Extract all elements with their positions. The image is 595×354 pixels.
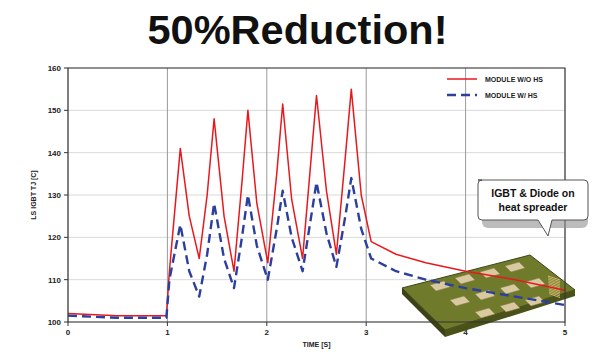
- annotation-line: heat spreader: [499, 201, 568, 213]
- legend-swatch: [447, 78, 477, 80]
- grid-line: [68, 237, 565, 238]
- tick: [68, 322, 69, 326]
- tick: [64, 279, 68, 280]
- tick-label: 100: [48, 318, 62, 327]
- tick-label: 140: [48, 149, 62, 158]
- tick-label: 120: [48, 233, 62, 242]
- tick: [64, 110, 68, 111]
- tick-label: 160: [48, 64, 62, 73]
- annotation: IGBT & Diode on heat spreader: [491, 187, 574, 213]
- y-label: LS IGBT TJ [C]: [30, 170, 38, 219]
- module-pin: [549, 294, 560, 298]
- module-pad: [500, 302, 520, 312]
- x-label: TIME [S]: [303, 341, 331, 349]
- callout: IGBT & Diode on heat spreader: [478, 180, 588, 236]
- tick: [64, 68, 68, 69]
- tick-label: 0: [66, 328, 71, 337]
- tick-label: 2: [265, 328, 270, 337]
- tick: [366, 322, 367, 326]
- grid-line: [366, 68, 367, 322]
- module-edge: [402, 288, 445, 337]
- tick-label: 5: [563, 328, 568, 337]
- legend-label: MODULE W/O HS: [485, 76, 543, 83]
- tick-label: 150: [48, 106, 62, 115]
- chart: 50%Reduction!100110120130140150160012345…: [0, 0, 595, 354]
- tick: [64, 237, 68, 238]
- tick: [565, 322, 566, 326]
- tick: [266, 322, 267, 326]
- tick-label: 110: [48, 276, 61, 285]
- legend-label: MODULE W/ HS: [485, 92, 538, 99]
- annotation-line: IGBT & Diode on: [491, 187, 574, 199]
- tick: [167, 322, 168, 326]
- title: 50%Reduction!: [148, 8, 448, 52]
- grid-line: [167, 68, 168, 322]
- module-pad: [500, 284, 520, 294]
- callout-box: [478, 180, 588, 236]
- legend: MODULE W/O HS MODULE W/ HS: [447, 76, 543, 99]
- grid-line: [266, 68, 267, 322]
- grid-line: [68, 110, 565, 111]
- tick-label: 130: [48, 191, 62, 200]
- grid-line: [68, 152, 565, 153]
- tick: [64, 322, 68, 323]
- module-pad: [475, 308, 495, 318]
- module-pad: [505, 262, 525, 272]
- tick-label: 1: [165, 328, 170, 337]
- module-pad: [450, 296, 470, 306]
- tick: [64, 195, 68, 196]
- legend-swatch: [447, 94, 477, 96]
- module-illustration: [402, 255, 575, 337]
- module-pad: [455, 274, 475, 284]
- tick: [64, 152, 68, 153]
- tick-label: 3: [364, 328, 369, 337]
- module-pad: [430, 281, 450, 291]
- module-edge: [445, 290, 575, 337]
